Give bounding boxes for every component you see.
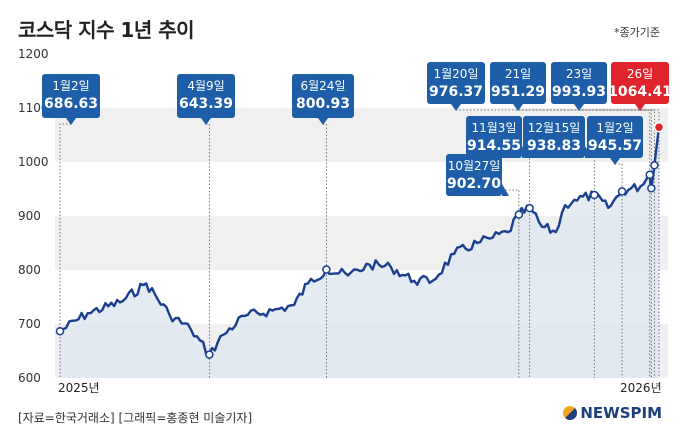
callout-date: 12월15일: [528, 121, 581, 135]
callout-pointer: [574, 104, 584, 111]
callout: 1월2일 686.63: [42, 74, 100, 125]
data-point: [525, 203, 534, 213]
callout: 6월24일 800.93: [292, 74, 354, 125]
callout-date: 11월3일: [472, 121, 517, 135]
callout-box: [523, 116, 585, 158]
callout: 1월20일 976.37: [427, 62, 485, 111]
series-area: [60, 127, 659, 378]
source-credit: [자료=한국거래소] [그래픽=홍종현 미술기자]: [18, 411, 253, 425]
logo-text: NEWSPIM: [580, 404, 662, 422]
y-tick-label: 900: [18, 209, 41, 223]
callout: 10월27일 902.70: [446, 154, 509, 196]
newspim-logo-icon: [563, 406, 578, 420]
callout-date: 21일: [505, 67, 531, 81]
newspim-logo: NEWSPIM: [563, 404, 662, 422]
data-point: [514, 210, 524, 219]
y-tick-label: 1200: [18, 47, 49, 61]
callout-box: [551, 62, 607, 104]
y-tick-label: 700: [18, 317, 41, 331]
callout-date: 23일: [566, 67, 592, 81]
callout-box: [42, 74, 100, 118]
guide-line: [206, 123, 210, 378]
callout-pointer: [502, 184, 509, 196]
callout-date: 6월24일: [301, 79, 346, 93]
callout-date: 26일: [627, 67, 653, 81]
callout-box: [466, 116, 522, 158]
callout-date: 1월20일: [434, 67, 479, 81]
guide-line: [615, 163, 623, 378]
data-point: [322, 265, 331, 274]
callout-value: 951.29: [491, 84, 545, 100]
callout-pointer: [66, 118, 76, 125]
callout: 1월2일 945.57: [587, 116, 643, 165]
callout-box: [490, 62, 546, 104]
y-tick-label: 800: [18, 263, 41, 277]
data-point: [590, 190, 599, 200]
callout-box: [427, 62, 485, 104]
guide-line: [640, 109, 660, 378]
x-tick-label: 2025년: [58, 381, 100, 395]
x-tick-label: 2026년: [620, 381, 662, 395]
data-point: [55, 326, 65, 336]
callout: 12월15일 938.83: [523, 116, 592, 158]
y-tick-label: 1100: [18, 101, 49, 115]
data-point: [645, 170, 655, 180]
callout-pointer: [513, 104, 523, 111]
callout-value: 800.93: [296, 96, 350, 112]
callout: 21일 951.29: [490, 62, 546, 111]
callout: 26일 1064.41: [608, 62, 672, 111]
callout-value: 902.70: [447, 176, 501, 192]
callout: 23일 993.93: [551, 62, 607, 111]
data-point: [650, 161, 659, 170]
callout-value: 914.55: [467, 138, 521, 154]
callout-pointer: [451, 104, 461, 111]
callout-pointer: [201, 118, 211, 125]
callout-date: 4월9일: [187, 79, 224, 93]
callout-date: 10월27일: [448, 159, 501, 173]
callout-pointer: [610, 158, 620, 165]
data-point: [205, 350, 214, 359]
data-point: [653, 121, 665, 133]
guide-line: [59, 123, 71, 378]
callout-value: 993.93: [552, 84, 606, 100]
callout-value: 976.37: [429, 84, 483, 100]
basis-note: *종가기준: [614, 26, 660, 39]
guide-line: [323, 123, 327, 378]
data-point: [647, 184, 656, 193]
callout: 11월3일 914.55: [466, 116, 529, 158]
callout: 4월9일 643.39: [177, 74, 235, 125]
series-line: [59, 127, 661, 356]
callout-box: [177, 74, 235, 118]
callout-date: 1월2일: [596, 121, 633, 135]
callout-value: 945.57: [588, 138, 642, 154]
callout-box: [446, 154, 502, 196]
chart-title: 코스닥 지수 1년 추이: [18, 18, 195, 42]
y-tick-label: 600: [18, 371, 41, 385]
callout-box: [611, 62, 669, 104]
callout-value: 938.83: [527, 138, 581, 154]
callout-value: 1064.41: [608, 84, 672, 100]
callout-pointer: [635, 104, 645, 111]
callout-date: 1월2일: [52, 79, 89, 93]
callout-pointer: [318, 118, 328, 125]
y-tick-label: 1000: [18, 155, 49, 169]
guide-line: [579, 109, 655, 378]
callout-value: 643.39: [179, 96, 233, 112]
callout-box: [292, 74, 354, 118]
data-point: [617, 187, 627, 196]
callout-value: 686.63: [44, 96, 98, 112]
callout-box: [587, 116, 643, 158]
